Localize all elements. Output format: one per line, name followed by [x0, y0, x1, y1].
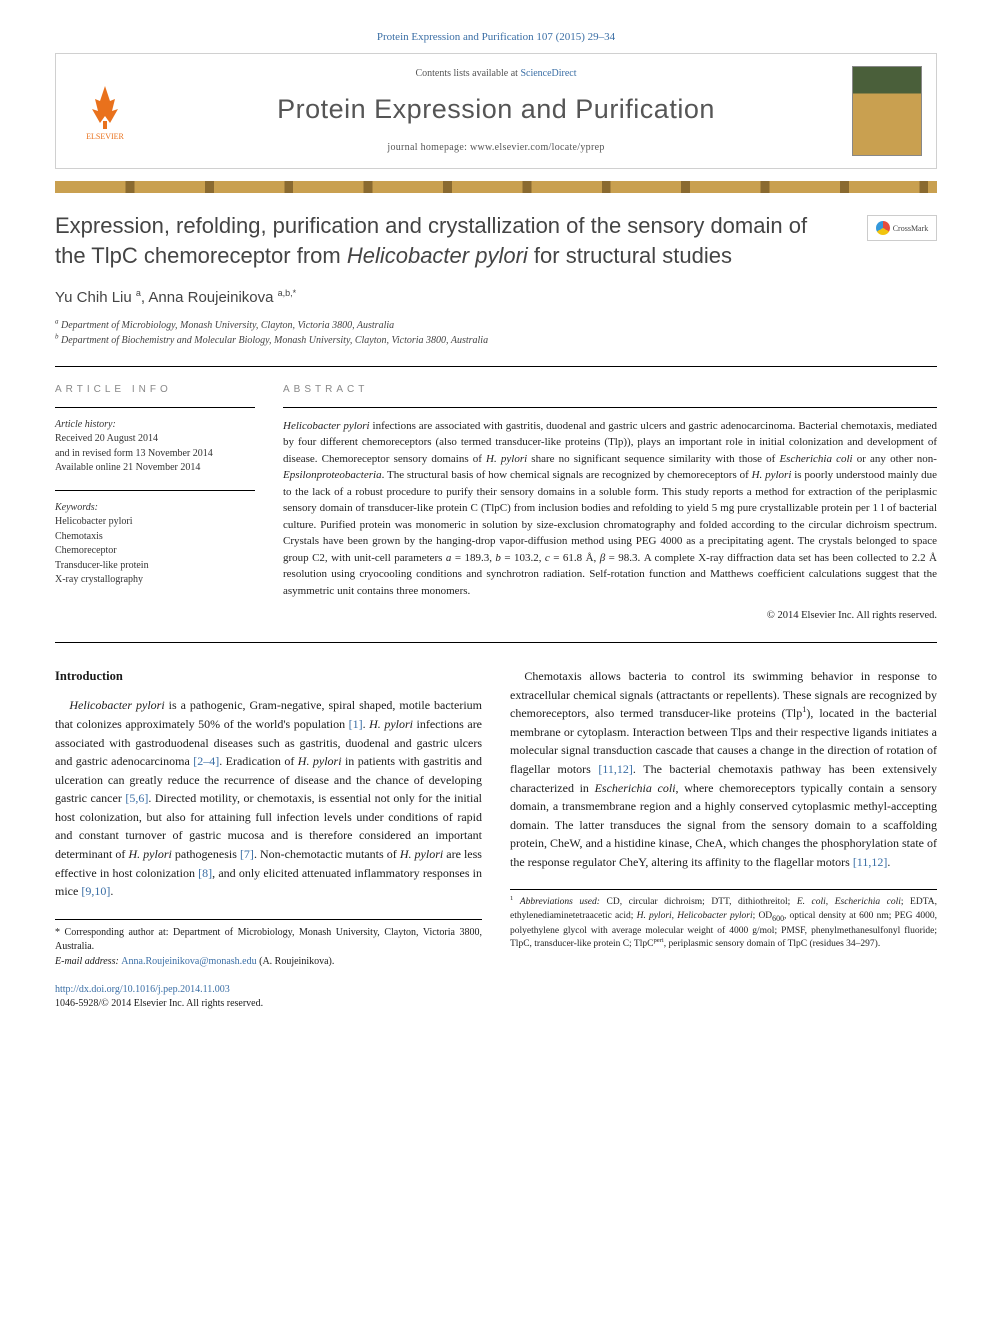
- title-italic: Helicobacter pylori: [347, 243, 528, 268]
- affiliations: a Department of Microbiology, Monash Uni…: [55, 318, 937, 348]
- corresponding-author: * Corresponding author at: Department of…: [55, 926, 482, 955]
- body-columns: Introduction Helicobacter pylori is a pa…: [55, 667, 937, 1011]
- email-name: (A. Roujeinikova).: [257, 956, 335, 967]
- journal-homepage: journal homepage: www.elsevier.com/locat…: [140, 141, 852, 155]
- doi-block: http://dx.doi.org/10.1016/j.pep.2014.11.…: [55, 983, 482, 1011]
- abbrev-label: Abbreviations used:: [520, 897, 600, 907]
- email-label: E-mail address:: [55, 956, 121, 967]
- email-line: E-mail address: Anna.Roujeinikova@monash…: [55, 955, 482, 970]
- abbreviations-footnote: 1 Abbreviations used: CD, circular dichr…: [510, 896, 937, 952]
- title-part2: for structural studies: [528, 243, 732, 268]
- gold-ruler: [55, 181, 937, 193]
- right-column: Chemotaxis allows bacteria to control it…: [510, 667, 937, 1011]
- history-label: Article history:: [55, 418, 255, 433]
- crossmark-label: CrossMark: [893, 223, 929, 234]
- doi-link[interactable]: http://dx.doi.org/10.1016/j.pep.2014.11.…: [55, 984, 230, 995]
- homepage-url[interactable]: www.elsevier.com/locate/yprep: [470, 142, 605, 153]
- info-abstract-row: ARTICLE INFO Article history: Received 2…: [55, 367, 937, 642]
- journal-cover-thumbnail: [852, 66, 922, 156]
- article-header: CrossMark Expression, refolding, purific…: [55, 211, 937, 347]
- article-info: ARTICLE INFO Article history: Received 2…: [55, 383, 255, 624]
- article-info-heading: ARTICLE INFO: [55, 383, 255, 397]
- elsevier-tree-icon: [80, 81, 130, 131]
- keywords-list: Helicobacter pyloriChemotaxisChemorecept…: [55, 515, 255, 588]
- abstract: ABSTRACT Helicobacter pylori infections …: [283, 383, 937, 624]
- intro-heading: Introduction: [55, 667, 482, 686]
- issn-line: 1046-5928/© 2014 Elsevier Inc. All right…: [55, 998, 263, 1009]
- masthead-center: Contents lists available at ScienceDirec…: [140, 67, 852, 155]
- crossmark-icon: [876, 221, 890, 235]
- elsevier-logo-label: ELSEVIER: [86, 131, 124, 142]
- contents-prefix: Contents lists available at: [415, 68, 520, 79]
- email-link[interactable]: Anna.Roujeinikova@monash.edu: [121, 956, 256, 967]
- homepage-prefix: journal homepage:: [387, 142, 470, 153]
- abstract-heading: ABSTRACT: [283, 383, 937, 397]
- footnote-marker: 1: [510, 895, 513, 902]
- masthead: ELSEVIER Contents lists available at Sci…: [55, 53, 937, 169]
- left-column: Introduction Helicobacter pylori is a pa…: [55, 667, 482, 1011]
- affiliation-b: b Department of Biochemistry and Molecul…: [55, 333, 937, 348]
- journal-title: Protein Expression and Purification: [140, 91, 852, 129]
- left-footnotes: * Corresponding author at: Department of…: [55, 919, 482, 970]
- intro-para-2: Chemotaxis allows bacteria to control it…: [510, 667, 937, 872]
- sciencedirect-link[interactable]: ScienceDirect: [520, 68, 576, 79]
- keywords-label: Keywords:: [55, 501, 255, 516]
- contents-line: Contents lists available at ScienceDirec…: [140, 67, 852, 81]
- history-lines: Received 20 August 2014and in revised fo…: [55, 432, 255, 476]
- affiliation-a: a Department of Microbiology, Monash Uni…: [55, 318, 937, 333]
- crossmark-badge[interactable]: CrossMark: [867, 215, 937, 241]
- article-title: Expression, refolding, purification and …: [55, 211, 831, 270]
- elsevier-logo: ELSEVIER: [70, 71, 140, 151]
- abstract-copyright: © 2014 Elsevier Inc. All rights reserved…: [283, 609, 937, 624]
- authors: Yu Chih Liu a, Anna Roujeinikova a,b,*: [55, 287, 937, 308]
- intro-para-1: Helicobacter pylori is a pathogenic, Gra…: [55, 696, 482, 901]
- citation-header: Protein Expression and Purification 107 …: [55, 30, 937, 45]
- right-footnote-box: 1 Abbreviations used: CD, circular dichr…: [510, 889, 937, 952]
- divider-bottom: [55, 642, 937, 643]
- abstract-text: Helicobacter pylori infections are assoc…: [283, 418, 937, 600]
